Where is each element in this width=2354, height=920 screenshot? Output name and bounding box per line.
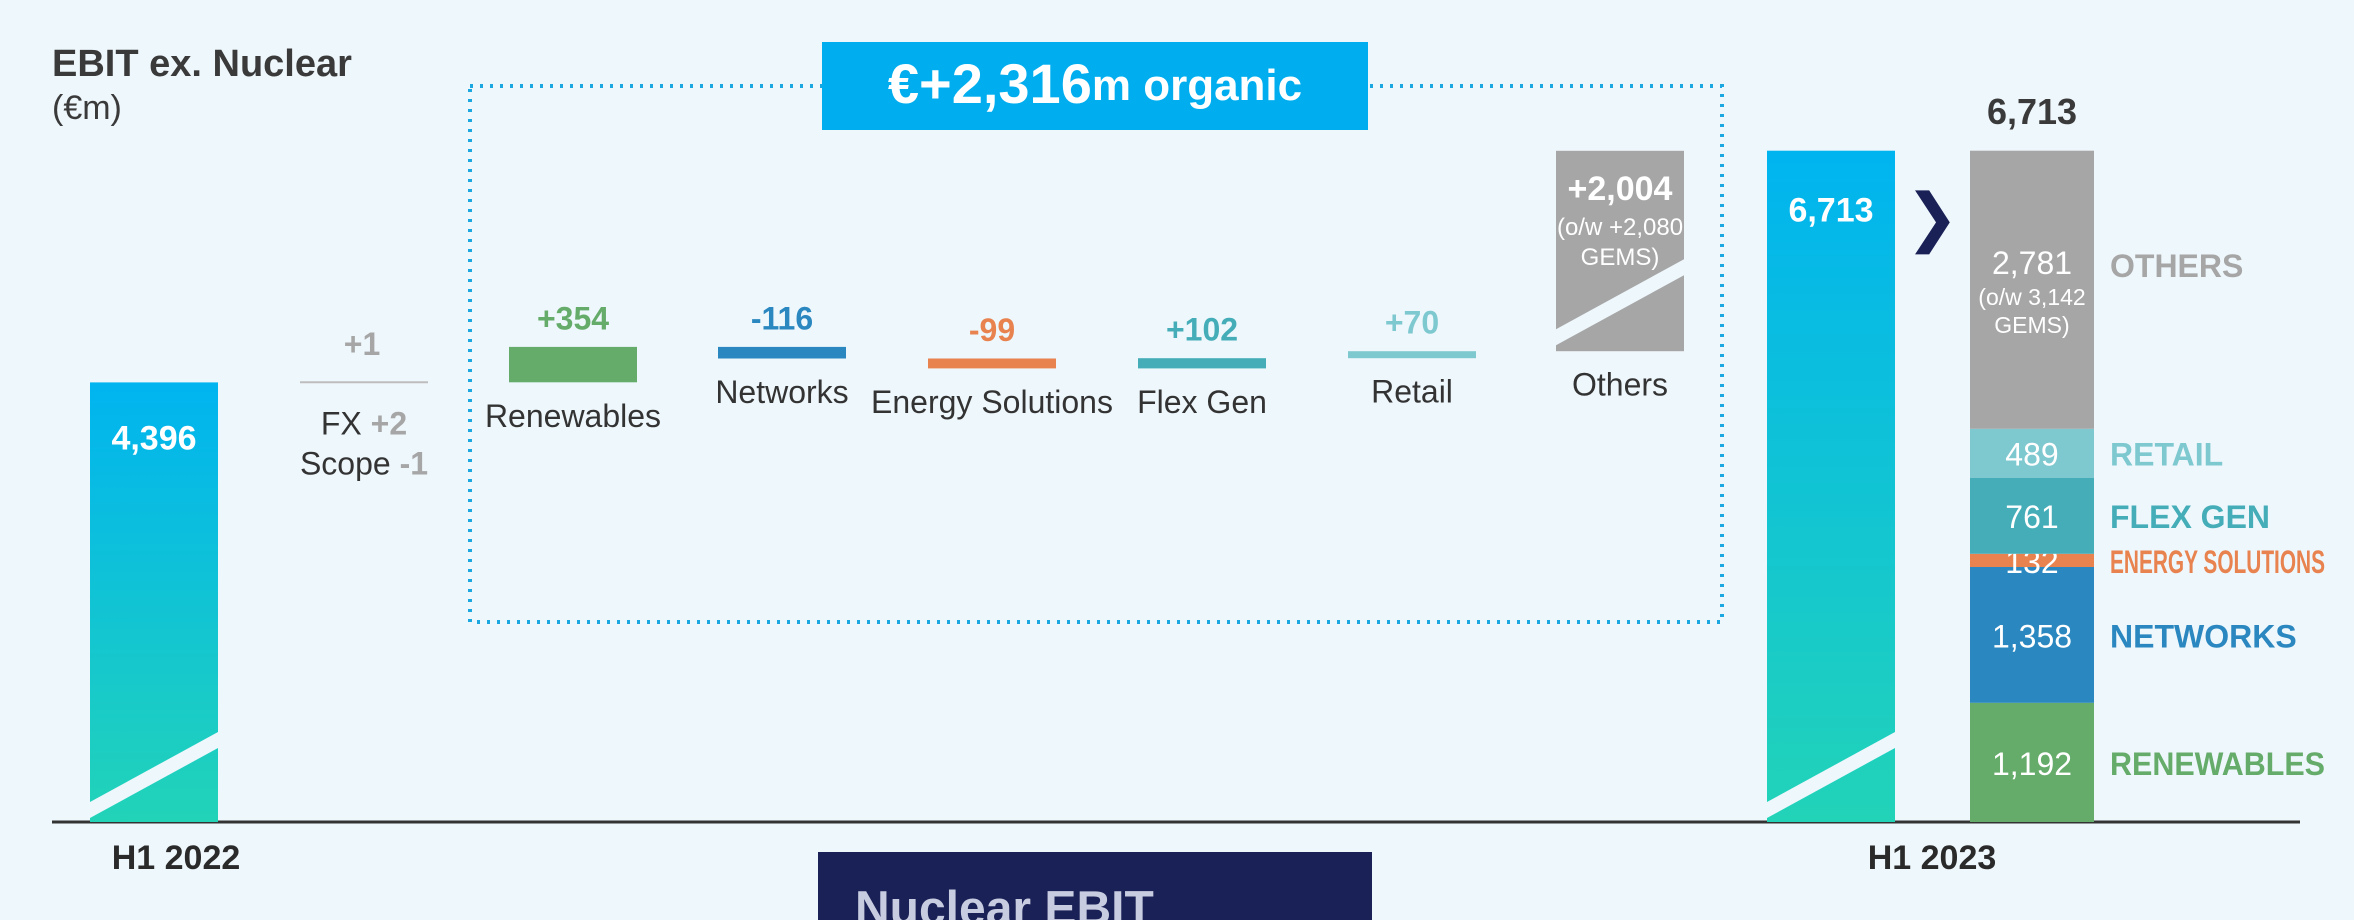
stack-segment xyxy=(1970,428,2094,478)
stack-segment xyxy=(1970,702,2094,822)
step-category: Others xyxy=(1572,367,1668,403)
fx-part: FX +2 xyxy=(321,406,407,442)
step-value-label: -116 xyxy=(751,300,813,336)
organic-label: €+2,316m organic xyxy=(888,52,1302,115)
stack-value-label: 2,781 xyxy=(1992,245,2072,281)
stack-value-label: 1,192 xyxy=(1992,746,2072,782)
step-bar xyxy=(928,358,1056,369)
organic-banner xyxy=(822,42,1368,130)
step-category: Renewables xyxy=(485,398,661,434)
step-category: Retail xyxy=(1371,374,1453,410)
start-category: H1 2022 xyxy=(112,839,241,877)
step-value-label: +102 xyxy=(1166,312,1238,348)
stack-total-label: 6,713 xyxy=(1987,91,2077,132)
step-category: Energy Solutions xyxy=(871,384,1113,420)
fx-part-name: FX xyxy=(321,406,362,442)
chevron: ❯ xyxy=(1905,181,1959,255)
step-value-label: -99 xyxy=(969,312,1015,348)
chart-subtitle: (€m) xyxy=(52,89,122,127)
organic-box xyxy=(468,84,1724,624)
stack-value-label: 489 xyxy=(2005,437,2058,473)
stack-others-note: (o/w 3,142 xyxy=(1978,284,2085,310)
segment-name: RETAIL xyxy=(2110,437,2223,473)
fx-part-value: -1 xyxy=(400,446,428,482)
end-bar xyxy=(1767,150,1895,822)
fx-part-value: +2 xyxy=(371,406,407,442)
footer-box xyxy=(818,852,1372,920)
step-bar xyxy=(509,346,637,383)
axis-break xyxy=(1767,732,1895,818)
step-bar xyxy=(1348,351,1476,359)
stack-others-note: GEMS) xyxy=(1994,312,2069,338)
fx-value-label: +1 xyxy=(344,326,380,362)
others-note: GEMS) xyxy=(1581,244,1660,271)
segment-name: OTHERS xyxy=(2110,248,2243,284)
start-value-label: 4,396 xyxy=(111,419,196,457)
segment-name: ENERGY SOLUTIONS xyxy=(2110,544,2325,580)
stack-segment xyxy=(1970,477,2094,554)
segment-name: FLEX GEN xyxy=(2110,499,2270,535)
axis-break xyxy=(1556,259,1684,346)
stack-segment xyxy=(1970,150,2094,429)
stack-segment xyxy=(1970,553,2094,567)
end-category: H1 2023 xyxy=(1868,839,1997,877)
step-bar xyxy=(718,346,846,359)
fx-part: Scope -1 xyxy=(300,446,428,482)
step-value-label: +70 xyxy=(1385,305,1439,341)
step-bar xyxy=(1138,358,1266,369)
chart-title: EBIT ex. Nuclear xyxy=(52,43,352,85)
stack-value-label: 761 xyxy=(2005,499,2058,535)
segment-name: NETWORKS xyxy=(2110,618,2297,654)
footer-label: Nuclear EBIT xyxy=(855,883,1154,920)
step-value-label: +354 xyxy=(537,300,609,336)
others-note: (o/w +2,080 xyxy=(1557,214,1683,241)
end-value-label: 6,713 xyxy=(1788,192,1873,230)
step-category: Networks xyxy=(715,374,848,410)
step-category: Flex Gen xyxy=(1137,384,1267,420)
axis-break xyxy=(90,732,218,818)
step-value-label: +2,004 xyxy=(1568,170,1673,208)
fx-part-name: Scope xyxy=(300,446,391,482)
segment-name: RENEWABLES xyxy=(2110,746,2325,782)
stack-segment xyxy=(1970,567,2094,703)
stack-value-label: 1,358 xyxy=(1992,618,2072,654)
